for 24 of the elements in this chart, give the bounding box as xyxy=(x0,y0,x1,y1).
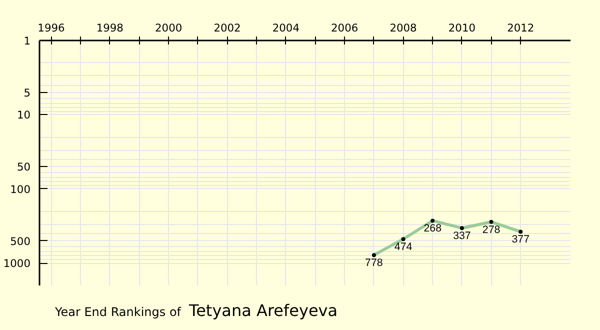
y-tick-label: 1 xyxy=(24,34,30,48)
x-tick-label: 2006 xyxy=(331,22,358,34)
y-tick-label: 50 xyxy=(16,160,31,174)
y-tick-label: 10 xyxy=(16,108,31,122)
text: Tetyana Arefeyeva xyxy=(189,301,338,320)
data-label: 474 xyxy=(394,241,412,254)
x-tick-label: 2004 xyxy=(272,22,300,34)
data-label: 337 xyxy=(453,230,471,242)
text: Year End Rankings of xyxy=(55,305,182,319)
x-tick-label: 2012 xyxy=(507,22,534,34)
y-tick-label: 100 xyxy=(10,182,31,196)
y-tick-label: 5 xyxy=(24,86,30,100)
x-tick-label: 2002 xyxy=(214,22,241,34)
data-label: 268 xyxy=(424,222,442,235)
x-tick-label: 1996 xyxy=(38,22,66,34)
data-label: 377 xyxy=(512,234,530,246)
x-tick-label: 2010 xyxy=(448,22,476,34)
x-tick-label: 2008 xyxy=(390,22,418,34)
data-label: 778 xyxy=(365,257,383,270)
x-tick-label: 2000 xyxy=(155,22,182,34)
y-tick-label: 1000 xyxy=(3,257,31,270)
y-tick-label: 500 xyxy=(10,234,31,248)
x-tick-label: 1998 xyxy=(96,22,124,34)
data-label: 278 xyxy=(482,224,500,236)
